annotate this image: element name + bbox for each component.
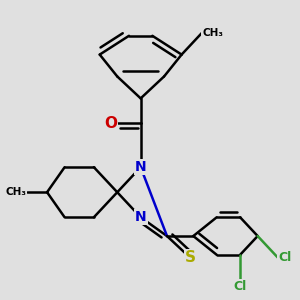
Text: N: N xyxy=(135,160,146,174)
Text: S: S xyxy=(185,250,196,266)
Text: Cl: Cl xyxy=(278,251,291,264)
Text: CH₃: CH₃ xyxy=(202,28,223,38)
Text: CH₃: CH₃ xyxy=(6,187,27,197)
Text: Cl: Cl xyxy=(233,280,247,293)
Text: O: O xyxy=(104,116,117,131)
Text: N: N xyxy=(135,210,146,224)
